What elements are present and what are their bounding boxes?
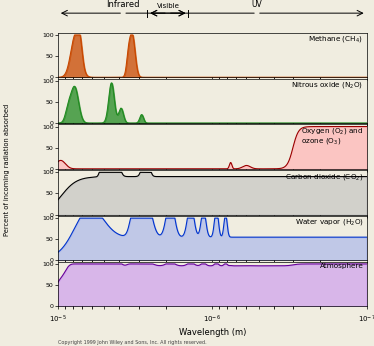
- Text: Infrared: Infrared: [107, 0, 140, 9]
- Text: Carbon dioxide (CO$_2$): Carbon dioxide (CO$_2$): [285, 172, 364, 182]
- Text: Nitrous oxide (N$_2$O): Nitrous oxide (N$_2$O): [291, 80, 364, 90]
- Text: Water vapor (H$_2$O): Water vapor (H$_2$O): [294, 217, 364, 227]
- Text: UV: UV: [252, 0, 262, 9]
- Text: Methane (CH$_4$): Methane (CH$_4$): [309, 34, 364, 44]
- Text: Visible: Visible: [156, 3, 179, 9]
- Text: Atmosphere: Atmosphere: [319, 263, 364, 269]
- Text: Percent of incoming radiation absorbed: Percent of incoming radiation absorbed: [4, 103, 10, 236]
- Text: Copyright 1999 John Wiley and Sons, Inc. All rights reserved.: Copyright 1999 John Wiley and Sons, Inc.…: [58, 340, 206, 345]
- Text: Oxygen (O$_2$) and
ozone (O$_3$): Oxygen (O$_2$) and ozone (O$_3$): [301, 126, 364, 146]
- X-axis label: Wavelength (m): Wavelength (m): [178, 328, 246, 337]
